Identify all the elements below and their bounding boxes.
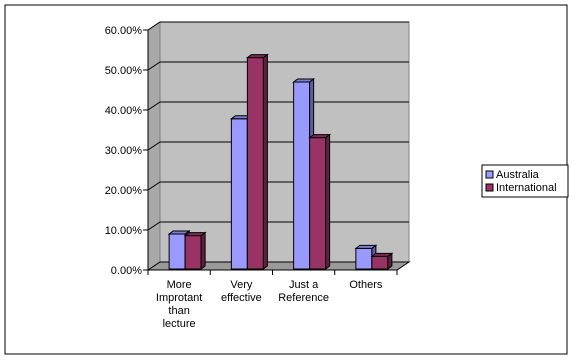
legend-swatch	[485, 170, 494, 179]
legend-label: Australia	[496, 169, 540, 181]
bar-top	[354, 244, 378, 249]
gridline	[147, 21, 409, 31]
bar-top	[370, 252, 394, 257]
legend-swatch	[485, 183, 494, 192]
y-tick-label: 60.00%	[105, 25, 143, 37]
legend-label: International	[496, 182, 557, 194]
bar-top	[183, 232, 207, 237]
bar	[308, 133, 332, 270]
gridline	[147, 101, 409, 111]
x-tick-label-line: Others	[349, 279, 383, 291]
x-tick-label-line: lecture	[163, 318, 196, 330]
x-tick-label-line: effective	[221, 292, 262, 304]
y-tick-label: 20.00%	[105, 185, 143, 197]
x-tick-label-line: Just a	[289, 279, 319, 291]
legend-box	[481, 164, 569, 198]
bar-top	[245, 54, 269, 59]
bar-top	[308, 134, 332, 139]
bar-front	[168, 233, 186, 270]
bar-side	[262, 53, 268, 270]
bar-top	[292, 78, 316, 83]
x-tick-label: More Improtant than lecture	[156, 279, 202, 330]
bars	[167, 53, 394, 270]
bar	[245, 53, 269, 270]
bar	[370, 252, 394, 270]
bar-front	[230, 118, 248, 270]
bar-side	[325, 133, 331, 270]
gridline	[147, 61, 409, 71]
bar-front	[371, 255, 389, 270]
x-tick-label: Just a Reference	[278, 279, 329, 304]
x-tick-label-line: Very	[230, 279, 253, 291]
bar-front	[293, 81, 311, 270]
y-tick-label: 30.00%	[105, 145, 143, 157]
bar-front	[355, 247, 373, 270]
bar-side	[200, 231, 206, 270]
x-tick-label: Others	[349, 279, 383, 291]
x-tick-label-line: Improtant	[156, 292, 202, 304]
y-tick-label: 50.00%	[105, 65, 143, 77]
y-tick-label: 0.00%	[111, 265, 142, 277]
bar-front	[246, 57, 264, 270]
x-tick-label-line: Reference	[278, 292, 329, 304]
bar	[183, 231, 207, 270]
x-tick-label-line: More	[167, 279, 192, 291]
bar-front	[184, 235, 202, 270]
x-tick-label: Very effective	[221, 279, 262, 304]
axes: 0.00% 10.00% 20.00% 30.00% 40.00% 50.00% 60.00…	[105, 25, 398, 330]
y-tick-label: 40.00%	[105, 105, 143, 117]
y-tick-label: 10.00%	[105, 225, 143, 237]
x-tick-label-line: than	[168, 305, 189, 317]
bar-front	[309, 137, 327, 270]
bar-top	[167, 230, 191, 235]
